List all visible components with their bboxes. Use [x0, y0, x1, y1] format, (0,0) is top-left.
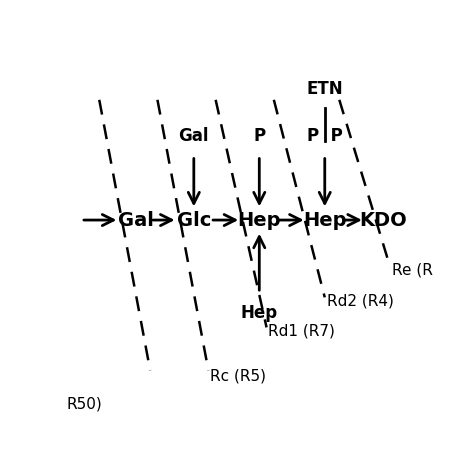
Text: Gal: Gal [118, 210, 154, 229]
Text: Hep: Hep [241, 304, 278, 322]
Text: KDO: KDO [359, 210, 407, 229]
Text: Glc: Glc [177, 210, 211, 229]
Text: Rd2 (R4): Rd2 (R4) [327, 293, 393, 308]
Text: R50): R50) [66, 396, 102, 411]
Text: ETN: ETN [307, 80, 343, 98]
Text: P  P: P P [307, 127, 343, 145]
Text: Hep: Hep [303, 210, 346, 229]
Text: Gal: Gal [179, 127, 209, 145]
Text: Hep: Hep [237, 210, 281, 229]
Text: Rd1 (R7): Rd1 (R7) [268, 323, 335, 338]
Text: Rc (R5): Rc (R5) [210, 368, 266, 383]
Text: Re (R: Re (R [392, 263, 433, 278]
Text: P: P [253, 127, 265, 145]
